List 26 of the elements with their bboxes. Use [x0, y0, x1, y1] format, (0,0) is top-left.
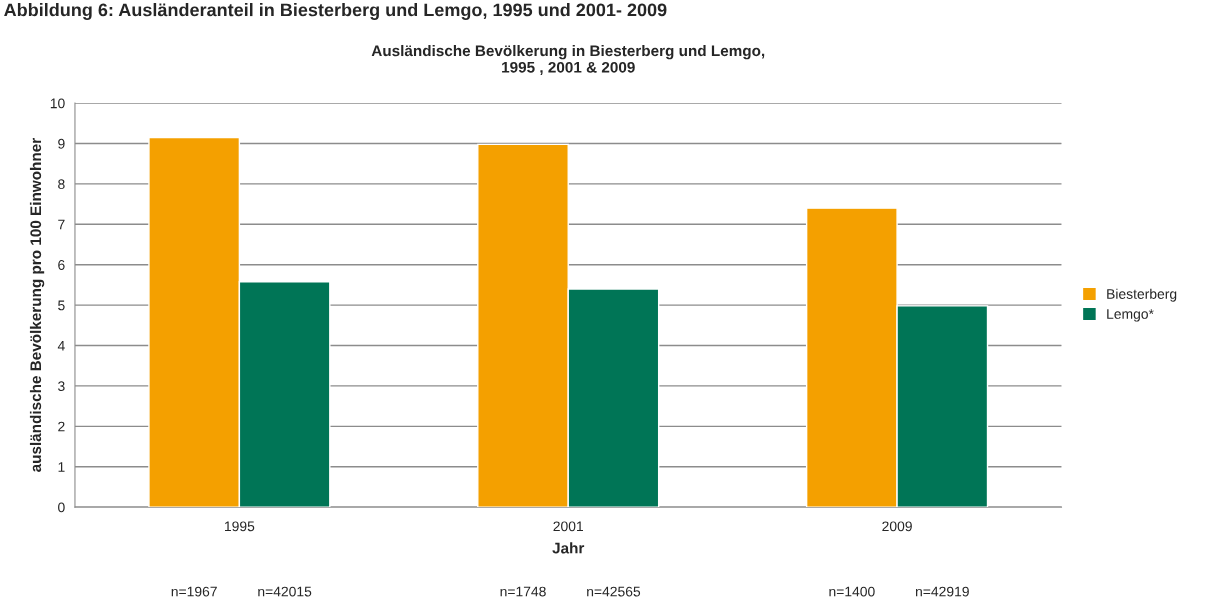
text: n=1748: [500, 586, 546, 597]
y-tick-label: 8: [58, 179, 65, 190]
y-tick-label: 10: [50, 98, 65, 109]
y-tick-label: 1: [58, 462, 65, 472]
legend-label: Lemgo*: [1107, 309, 1154, 322]
x-axis-title: Jahr: [552, 542, 585, 554]
x-tick-label: 2009: [882, 521, 912, 532]
legend-label: Biesterberg: [1107, 288, 1177, 302]
text: n=42919: [915, 586, 969, 597]
text: n=42565: [587, 586, 641, 597]
y-tick-label: 7: [58, 219, 65, 230]
y-tick-label: 3: [58, 381, 65, 392]
x-tick-label: 2001: [553, 521, 583, 532]
y-axis-title: ausländische Bevölkerung pro 100 Einwohner: [29, 138, 45, 472]
text: n=1400: [829, 586, 875, 597]
text: n=42015: [258, 586, 312, 597]
text: n=1967: [171, 586, 217, 597]
x-tick-label: 1995: [224, 521, 255, 532]
y-tick-label: 9: [58, 138, 65, 149]
y-tick-label: 5: [58, 300, 65, 311]
y-tick-label: 6: [58, 260, 65, 270]
chart-title: Ausländische Bevölkerung in Biesterberg und Lemgo, 1995 , 2001 & 2009: [371, 44, 765, 75]
text: Abbildung 6: Ausländeranteil in Biesterberg und Lemgo, 1995 und 2001- 2009: [4, 3, 667, 20]
y-tick-label: 2: [58, 421, 65, 432]
y-tick-label: 0: [58, 502, 65, 513]
y-tick-label: 4: [57, 341, 65, 351]
